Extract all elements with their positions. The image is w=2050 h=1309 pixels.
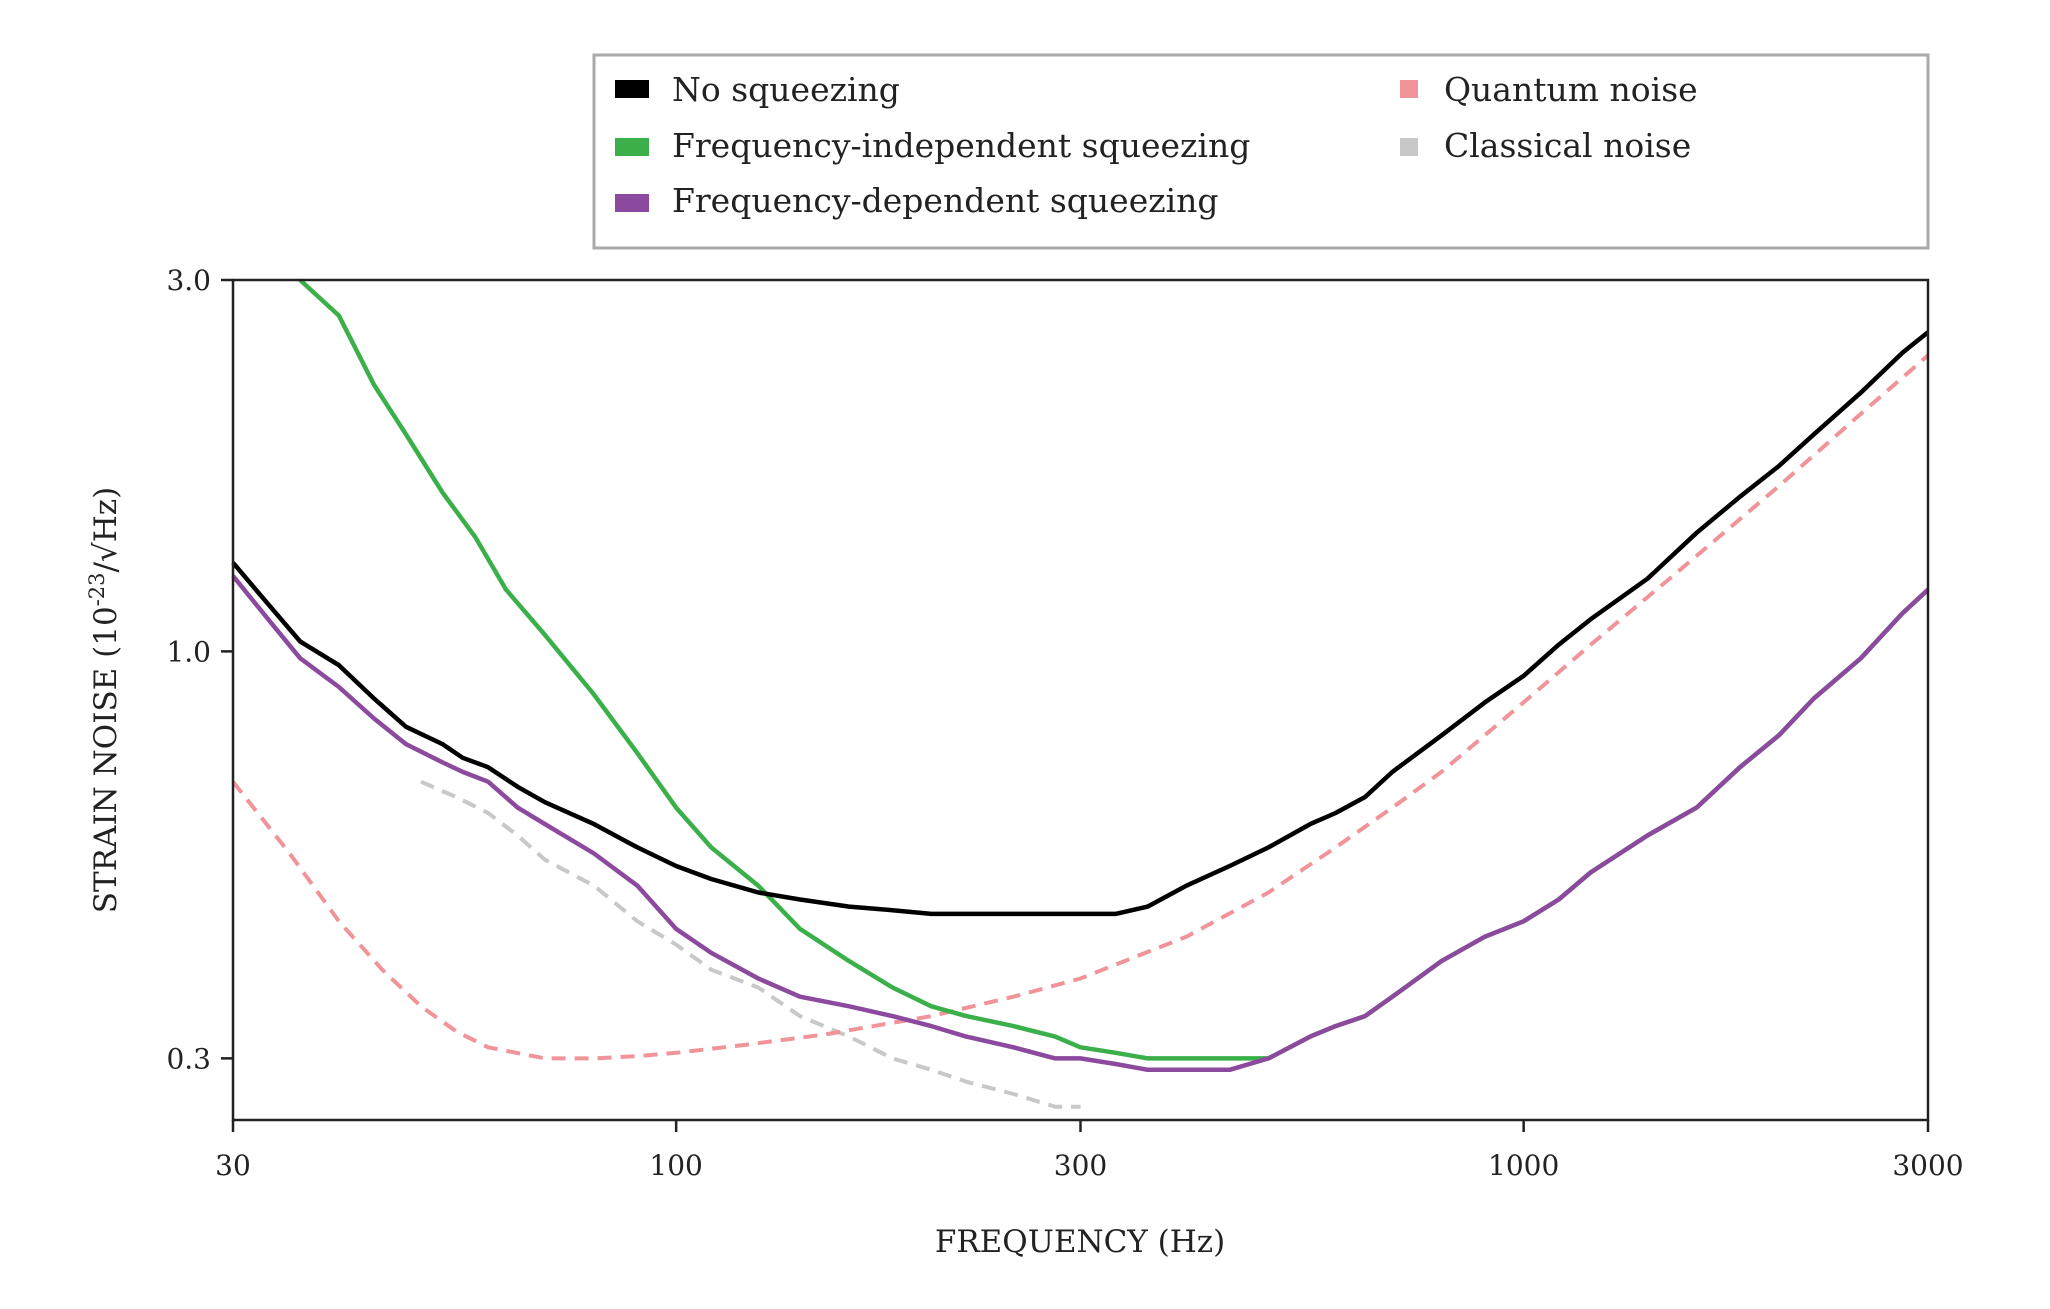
legend-label-frequency-dependent-squeezing: Frequency-dependent squeezing — [672, 181, 1219, 220]
series-line-frequency-independent-squeezing — [298, 278, 1930, 1061]
y-axis-title-suffix: /√Hz) — [88, 487, 124, 573]
x-tick-label: 300 — [1054, 1149, 1107, 1182]
series-line-classical-noise — [420, 779, 1081, 1109]
legend-label-frequency-independent-squeezing: Frequency-independent squeezing — [672, 126, 1250, 165]
legend-swatch-classical-noise — [1400, 138, 1418, 156]
legend-swatch-no-squeezing — [615, 80, 649, 98]
series-line-no-squeezing — [231, 330, 1930, 917]
legend-swatch-frequency-independent-squeezing — [615, 138, 649, 156]
legend: No squeezing Frequency-independent squee… — [592, 53, 1930, 250]
y-tick-label: 0.3 — [166, 1042, 211, 1075]
legend-swatch-frequency-dependent-squeezing — [615, 194, 649, 212]
x-tick-label: 100 — [649, 1149, 702, 1182]
series-line-quantum-noise — [231, 353, 1930, 1061]
x-axis: 30 100 300 1000 3000 — [215, 1120, 1964, 1182]
y-tick-label: 1.0 — [166, 635, 211, 668]
x-tick-label: 30 — [215, 1149, 251, 1182]
y-axis-title-exponent: -23 — [85, 572, 109, 606]
legend-frame — [592, 53, 1930, 250]
y-axis-title-prefix: STRAIN NOISE (10 — [88, 606, 124, 913]
legend-label-classical-noise: Classical noise — [1444, 126, 1691, 165]
series-line-frequency-dependent-squeezing — [231, 574, 1930, 1073]
legend-swatch-quantum-noise — [1400, 80, 1418, 98]
x-axis-title: FREQUENCY (Hz) — [935, 1224, 1225, 1260]
y-axis: 0.3 1.0 3.0 — [166, 264, 233, 1075]
y-axis-title: STRAIN NOISE (10-23/√Hz) — [85, 487, 124, 913]
x-tick-label: 3000 — [1892, 1149, 1963, 1182]
y-tick-label: 3.0 — [166, 264, 211, 297]
legend-label-quantum-noise: Quantum noise — [1444, 70, 1698, 109]
x-tick-label: 1000 — [1488, 1149, 1559, 1182]
legend-label-no-squeezing: No squeezing — [672, 70, 900, 109]
plot-frame — [231, 278, 1930, 1122]
series-layer — [231, 278, 1930, 1109]
